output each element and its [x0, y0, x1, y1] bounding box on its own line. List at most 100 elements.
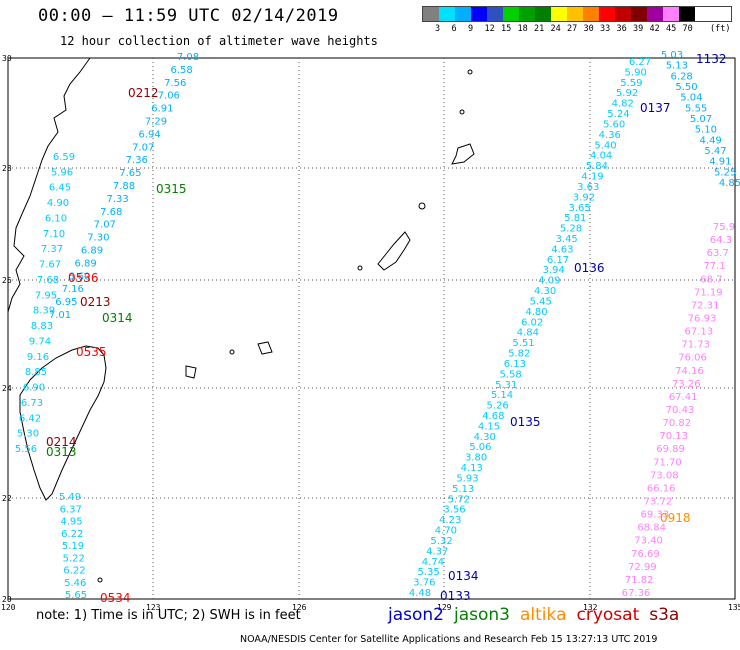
wave-height-value: 4.04	[590, 151, 612, 162]
legend-swatch	[583, 7, 599, 21]
wave-height-value: 4.85	[719, 178, 740, 189]
wave-height-value: 6.73	[21, 398, 43, 409]
pass-time-label: 0213	[80, 295, 111, 309]
wave-height-value: 76.06	[678, 353, 707, 364]
pass-time-label: 0918	[660, 511, 691, 525]
small-island	[229, 349, 235, 355]
small-island	[97, 577, 103, 583]
wave-height-value: 73.72	[644, 497, 673, 508]
legend-label: 30	[583, 24, 594, 34]
legend-label: 24	[550, 24, 561, 34]
legend-swatch	[439, 7, 455, 21]
wave-height-value: 4.13	[461, 463, 483, 474]
wave-height-value: 66.16	[647, 483, 676, 494]
wave-height-value: 3.92	[573, 192, 595, 203]
small-island	[357, 265, 363, 271]
wave-height-value: 5.32	[430, 536, 452, 547]
wave-height-value: 4.15	[478, 421, 500, 432]
wave-height-value: 5.13	[666, 61, 688, 72]
wave-height-value: 4.30	[534, 286, 556, 297]
wave-height-value: 4.84	[517, 328, 539, 339]
wave-height-value: 67.41	[669, 392, 698, 403]
wave-height-value: 4.63	[551, 244, 573, 255]
wave-height-value: 7.16	[62, 284, 84, 295]
longitude-label: 132	[583, 603, 598, 612]
longitude-label: 120	[1, 603, 16, 612]
wave-height-value: 5.03	[661, 50, 683, 61]
wave-height-value: 6.94	[138, 129, 160, 140]
wave-height-value: 4.95	[60, 517, 82, 528]
wave-height-value: 7.29	[145, 117, 167, 128]
wave-height-value: 5.96	[51, 167, 73, 178]
longitude-label: 123	[146, 603, 161, 612]
wave-height-value: 67.36	[622, 588, 651, 599]
wave-height-value: 4.90	[47, 198, 69, 209]
wave-height-value: 7.30	[87, 233, 109, 244]
wave-height-value: 71.19	[694, 287, 723, 298]
wave-height-value: 7.67	[39, 260, 61, 271]
legend-label: 70	[682, 24, 693, 34]
legend-label: 21	[534, 24, 545, 34]
latitude-label: 20	[2, 595, 12, 604]
longitude-label: 126	[292, 603, 307, 612]
wave-height-value: 5.46	[64, 578, 86, 589]
satellite-name: s3a	[649, 605, 680, 625]
footer-note: note: 1) Time is in UTC; 2) SWH is in fe…	[36, 608, 301, 623]
wave-height-value: 4.80	[525, 307, 547, 318]
wave-height-value: 5.26	[487, 401, 509, 412]
ishigaki-island	[185, 365, 197, 379]
legend-label: 39	[633, 24, 644, 34]
legend-label: 45	[666, 24, 677, 34]
pass-time-label: 0535	[76, 345, 107, 359]
wave-height-value: 3.76	[413, 578, 435, 589]
pass-time-label: 1132	[696, 52, 727, 66]
wave-height-value: 6.59	[53, 152, 75, 163]
wave-height-value: 7.01	[49, 310, 71, 321]
wave-height-value: 3.65	[568, 203, 590, 214]
wave-height-value: 67.13	[685, 327, 714, 338]
wave-height-value: 5.04	[680, 93, 702, 104]
wave-height-value: 4.91	[709, 157, 731, 168]
wave-height-value: 4.70	[435, 526, 457, 537]
wave-height-value: 4.49	[700, 135, 722, 146]
wave-height-value: 8.85	[25, 367, 47, 378]
pass-time-label: 0212	[128, 86, 159, 100]
wave-height-value: 5.81	[564, 213, 586, 224]
wave-height-value: 6.22	[63, 566, 85, 577]
wave-height-value: 5.40	[594, 140, 616, 151]
legend-swatch	[663, 7, 679, 21]
pass-time-label: 0534	[100, 591, 131, 605]
legend-label: 15	[501, 24, 512, 34]
okinawa-island	[377, 231, 411, 271]
legend-swatch	[567, 7, 583, 21]
wave-height-value: 5.58	[499, 369, 521, 380]
wave-height-value: 7.07	[132, 142, 154, 153]
satellite-name: jason2	[388, 605, 444, 625]
wave-height-value: 5.19	[62, 541, 84, 552]
legend-label: 27	[567, 24, 578, 34]
legend-swatch	[519, 7, 535, 21]
altimeter-tracks: 7.08 6.58 7.56 7.06 6.91 7.296.94 7.07 7.36 7.65…	[15, 50, 740, 601]
legend-swatch	[487, 7, 503, 21]
graticule	[8, 58, 735, 599]
wave-height-value: 5.47	[704, 146, 726, 157]
wave-height-value: 6.90	[23, 383, 45, 394]
wave-height-value: 3.56	[443, 505, 465, 516]
wave-height-value: 64.3	[710, 235, 732, 246]
wave-height-value: 5.55	[685, 103, 707, 114]
wave-height-value: 5.22	[63, 553, 85, 564]
china-coastline	[7, 57, 91, 313]
wave-height-value: 4.19	[581, 172, 603, 183]
pass-time-label: 0314	[102, 311, 133, 325]
wave-height-value: 74.16	[675, 366, 704, 377]
wave-height-value: 6.89	[74, 258, 96, 269]
wave-height-value: 5.30	[17, 429, 39, 440]
wave-height-value: 4.37	[426, 546, 448, 557]
wave-height-value: 3.80	[465, 453, 487, 464]
wave-height-value: 73.40	[634, 536, 663, 547]
wave-height-value: 5.56	[15, 444, 37, 455]
wave-height-value: 7.88	[113, 181, 135, 192]
satellite-name: jason3	[454, 605, 510, 625]
latitude-label: 22	[2, 494, 12, 503]
